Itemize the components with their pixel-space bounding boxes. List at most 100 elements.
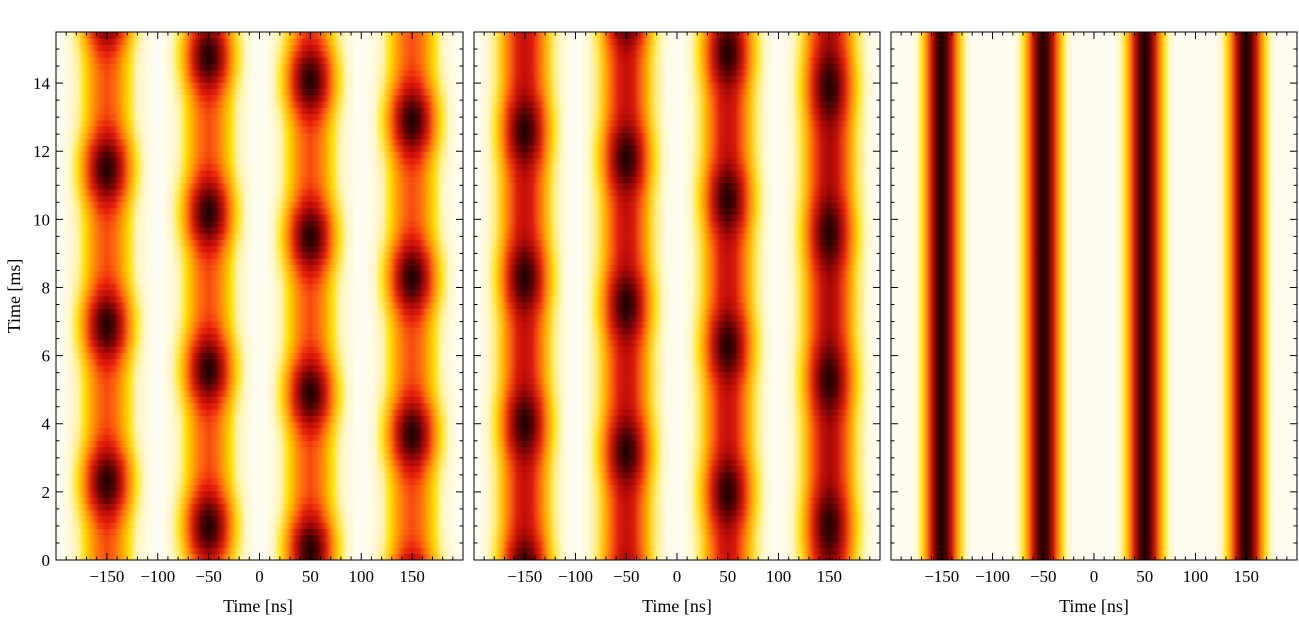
heatmap-cell-row <box>582 528 671 536</box>
heatmap-cell-row <box>582 220 671 228</box>
heatmap-cell-row <box>683 477 772 485</box>
heatmap-cell-row <box>683 88 772 96</box>
heatmap-cell-row <box>367 56 457 64</box>
pulse-band <box>164 32 253 560</box>
heatmap-cell-row <box>1216 44 1276 52</box>
heatmap-cell-row <box>582 81 671 89</box>
heatmap-cell-row <box>367 308 457 316</box>
heatmap-cell-row <box>912 308 972 316</box>
heatmap-cell-row <box>480 195 569 203</box>
heatmap-cell-row <box>480 176 569 184</box>
heatmap-cell-row <box>367 314 457 322</box>
heatmap-cell-row <box>785 333 874 341</box>
heatmap-cell-row <box>1013 301 1073 309</box>
y-tick-label: 10 <box>33 210 50 229</box>
heatmap-cell-row <box>785 521 874 529</box>
heatmap-cell-row <box>266 182 355 190</box>
heatmap-cell-row <box>912 37 972 45</box>
heatmap-cell-row <box>1013 295 1073 303</box>
heatmap-cell-row <box>912 320 972 328</box>
heatmap-cell-row <box>582 283 671 291</box>
heatmap-cell-row <box>785 157 874 165</box>
heatmap-cell-row <box>266 100 355 108</box>
heatmap-cell-row <box>785 471 874 479</box>
heatmap-cell-row <box>266 446 355 454</box>
heatmap-cell-row <box>582 276 671 284</box>
heatmap-cell-row <box>582 383 671 391</box>
heatmap-cell-row <box>164 157 253 165</box>
heatmap-cell-row <box>266 94 355 102</box>
heatmap-cell-row <box>1115 81 1175 89</box>
y-tick-label: 6 <box>42 347 51 366</box>
heatmap-cell-row <box>480 477 569 485</box>
heatmap-cell-row <box>367 383 457 391</box>
heatmap-cell-row <box>266 151 355 159</box>
heatmap-cell-row <box>367 433 457 441</box>
heatmap-cell-row <box>683 63 772 71</box>
heatmap-cell-row <box>912 440 972 448</box>
heatmap-cell-row <box>62 213 152 221</box>
x-tick-label: 100 <box>766 567 792 586</box>
heatmap-cell-row <box>683 433 772 441</box>
heatmap-cell-row <box>62 415 152 423</box>
heatmap-cell-row <box>1216 515 1276 523</box>
heatmap-cell-row <box>62 521 152 529</box>
heatmap-cell-row <box>266 245 355 253</box>
heatmap-cell-row <box>266 371 355 379</box>
heatmap-cell-row <box>367 503 457 511</box>
pulse-band <box>367 32 457 560</box>
heatmap-cell-row <box>1216 490 1276 498</box>
heatmap-cell-row <box>582 264 671 272</box>
heatmap-cell-row <box>367 345 457 353</box>
axis-ticks <box>891 31 1297 561</box>
heatmap-cell-row <box>164 415 253 423</box>
heatmap-cell-row <box>1013 496 1073 504</box>
heatmap-cell-row <box>912 69 972 77</box>
heatmap-cell-row <box>1013 534 1073 542</box>
heatmap-cell-row <box>266 195 355 203</box>
heatmap-cell-row <box>1013 37 1073 45</box>
heatmap-cell-row <box>683 37 772 45</box>
heatmap-cell-row <box>266 528 355 536</box>
heatmap-cell-row <box>164 540 253 548</box>
heatmap-cell-row <box>785 408 874 416</box>
heatmap-cell-row <box>367 276 457 284</box>
heatmap-cell-row <box>683 75 772 83</box>
heatmap-cell-row <box>785 195 874 203</box>
heatmap-cell-row <box>266 503 355 511</box>
heatmap-cell-row <box>1216 100 1276 108</box>
heatmap-cell-row <box>164 465 253 473</box>
heatmap-cell-row <box>164 496 253 504</box>
heatmap-cell-row <box>1216 477 1276 485</box>
heatmap-cell-row <box>683 509 772 517</box>
heatmap-cell-row <box>367 50 457 58</box>
heatmap-cell-row <box>62 383 152 391</box>
pulse-band <box>1115 32 1175 560</box>
y-tick-label: 14 <box>33 74 51 93</box>
heatmap-cell-row <box>62 308 152 316</box>
heatmap-cell-row <box>912 396 972 404</box>
heatmap-cell-row <box>62 251 152 259</box>
heatmap-cell-row <box>912 446 972 454</box>
heatmap-cell-row <box>164 201 253 209</box>
heatmap-cell-row <box>785 465 874 473</box>
heatmap-cell-row <box>62 75 152 83</box>
heatmap-cell-row <box>582 515 671 523</box>
heatmap-cell-row <box>1013 283 1073 291</box>
heatmap-cell-row <box>62 44 152 52</box>
heatmap-cell-row <box>367 358 457 366</box>
heatmap-cell-row <box>480 107 569 115</box>
heatmap-cell-row <box>1216 521 1276 529</box>
heatmap-cell-row <box>164 327 253 335</box>
heatmap-cell-row <box>62 358 152 366</box>
heatmap-cell-row <box>367 270 457 278</box>
heatmap-cell-row <box>582 289 671 297</box>
heatmap-cell-row <box>683 220 772 228</box>
heatmap-cell-row <box>367 113 457 121</box>
heatmap-cell-row <box>1013 276 1073 284</box>
heatmap-cell-row <box>367 201 457 209</box>
pulse-band <box>480 32 569 560</box>
heatmap-cell-row <box>1216 75 1276 83</box>
heatmap-cell-row <box>912 63 972 71</box>
heatmap-cell-row <box>367 389 457 397</box>
